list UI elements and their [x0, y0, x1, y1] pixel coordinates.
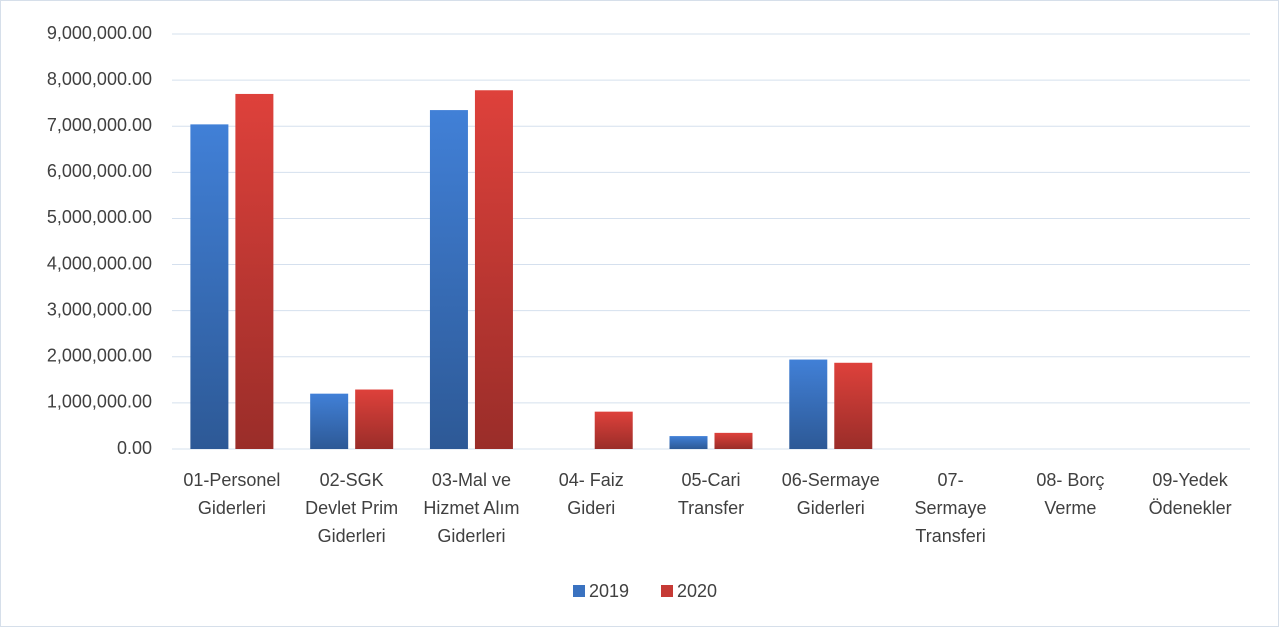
- bar: [714, 432, 753, 449]
- bar: [789, 359, 828, 449]
- x-tick-label: 06-Sermaye: [782, 470, 880, 490]
- x-tick-label: Devlet Prim: [305, 498, 398, 518]
- x-tick-label: Giderleri: [797, 498, 865, 518]
- legend-label: 2020: [677, 581, 717, 601]
- y-tick-label: 7,000,000.00: [47, 115, 152, 135]
- x-tick-label: Giderleri: [437, 526, 505, 546]
- x-tick-label: Giderleri: [318, 526, 386, 546]
- y-tick-label: 4,000,000.00: [47, 253, 152, 273]
- bar: [669, 436, 708, 449]
- legend-label: 2019: [589, 581, 629, 601]
- bar: [834, 362, 873, 449]
- bar: [355, 389, 394, 449]
- x-tick-label: 08- Borç: [1036, 470, 1104, 490]
- y-tick-label: 3,000,000.00: [47, 299, 152, 319]
- x-tick-label: Giderleri: [198, 498, 266, 518]
- legend-swatch: [573, 585, 585, 597]
- x-tick-label: 02-SGK: [320, 470, 384, 490]
- bar: [594, 411, 633, 449]
- x-tick-label: Transferi: [915, 526, 985, 546]
- x-tick-label: Sermaye: [915, 498, 987, 518]
- x-tick-label: Hizmet Alım: [423, 498, 519, 518]
- y-tick-label: 9,000,000.00: [47, 23, 152, 43]
- x-tick-label: Transfer: [678, 498, 744, 518]
- y-tick-label: 6,000,000.00: [47, 161, 152, 181]
- x-tick-label: Gideri: [567, 498, 615, 518]
- y-tick-label: 0.00: [117, 438, 152, 458]
- y-tick-label: 5,000,000.00: [47, 207, 152, 227]
- bar: [474, 90, 513, 449]
- x-tick-label: 01-Personel: [183, 470, 280, 490]
- x-tick-label: 05-Cari: [681, 470, 740, 490]
- x-tick-label: 04- Faiz: [559, 470, 624, 490]
- bar: [235, 93, 274, 449]
- y-tick-label: 8,000,000.00: [47, 69, 152, 89]
- legend-swatch: [661, 585, 673, 597]
- bar: [429, 110, 468, 449]
- y-tick-label: 2,000,000.00: [47, 346, 152, 366]
- x-tick-label: Verme: [1044, 498, 1096, 518]
- x-tick-label: 07-: [938, 470, 964, 490]
- bar: [310, 393, 349, 449]
- bar: [190, 124, 229, 449]
- x-tick-label: Ödenekler: [1149, 498, 1232, 518]
- x-tick-label: 09-Yedek: [1152, 470, 1228, 490]
- y-tick-label: 1,000,000.00: [47, 392, 152, 412]
- x-tick-label: 03-Mal ve: [432, 470, 511, 490]
